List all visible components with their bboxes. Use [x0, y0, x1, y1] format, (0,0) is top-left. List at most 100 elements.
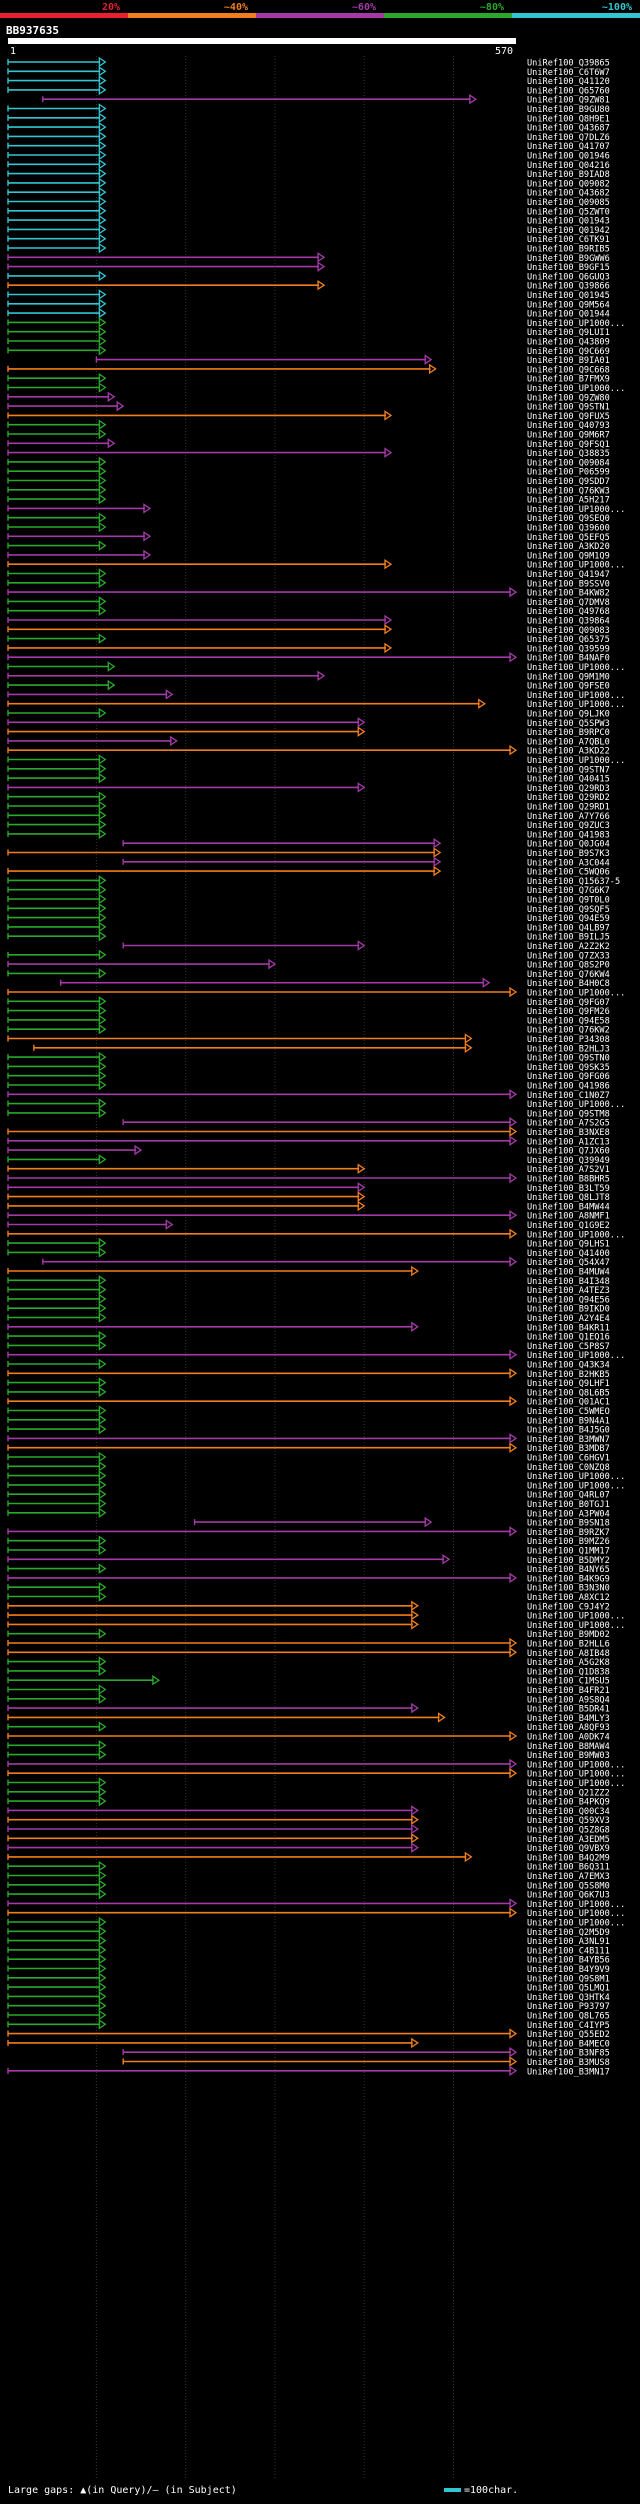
hit-label[interactable]: UniRef100_Q5LMQ1	[527, 1984, 610, 1994]
hit-row[interactable]: UniRef100_B4MLY3	[7, 1712, 610, 1724]
hit-label[interactable]: UniRef100_Q9C669	[527, 347, 610, 357]
hit-label[interactable]: UniRef100_Q39600	[527, 524, 610, 534]
hit-label[interactable]: UniRef100_B9S7K3	[527, 849, 610, 859]
hit-label[interactable]: UniRef100_A2Y4E4	[527, 1314, 610, 1324]
hit-label[interactable]: UniRef100_UP1000...	[527, 1100, 625, 1110]
hit-row[interactable]: UniRef100_UP1000...	[7, 698, 625, 711]
hit-row[interactable]: UniRef100_Q9C668	[7, 363, 610, 376]
hit-label[interactable]: UniRef100_Q8H9E1	[527, 114, 610, 124]
hit-row[interactable]: UniRef100_B5DMY2	[7, 1554, 610, 1566]
hit-row[interactable]: UniRef100_Q9FSQ1	[7, 438, 610, 450]
hit-row[interactable]: UniRef100_B4MEC0	[7, 2037, 610, 2049]
hit-label[interactable]: UniRef100_C5P8S7	[527, 1342, 610, 1352]
hit-label[interactable]: UniRef100_A5G2K8	[527, 1658, 610, 1668]
hit-row[interactable]: UniRef100_Q9STN7	[7, 763, 610, 776]
hit-label[interactable]: UniRef100_Q40415	[527, 775, 610, 785]
hit-row[interactable]: UniRef100_B4FR21	[7, 1684, 610, 1697]
hit-row[interactable]: UniRef100_A2Z2K2	[122, 940, 610, 953]
hit-label[interactable]: UniRef100_UP1000...	[527, 1621, 625, 1631]
hit-row[interactable]: UniRef100_Q0JG04	[122, 837, 610, 850]
hit-label[interactable]: UniRef100_Q5Z8G8	[527, 1826, 610, 1836]
hit-label[interactable]: UniRef100_Q4LB97	[527, 923, 610, 933]
hit-label[interactable]: UniRef100_B3MUS8	[527, 2058, 610, 2068]
hit-row[interactable]: UniRef100_Q7ZX33	[7, 949, 610, 962]
hit-label[interactable]: UniRef100_C6T6W7	[527, 68, 610, 78]
hit-row[interactable]: UniRef100_Q4LB97	[7, 921, 610, 934]
hit-label[interactable]: UniRef100_Q8LJT8	[527, 1193, 610, 1203]
hit-row[interactable]: UniRef100_C5P8S7	[7, 1340, 610, 1352]
hit-row[interactable]: UniRef100_B3MN17	[7, 2065, 610, 2078]
hit-row[interactable]: UniRef100_Q94E59	[7, 912, 610, 925]
hit-row[interactable]: UniRef100_B9RPC0	[7, 726, 610, 739]
hit-row[interactable]: UniRef100_Q8L6B5	[7, 1386, 610, 1399]
hit-label[interactable]: UniRef100_Q5EFQ5	[527, 533, 610, 543]
hit-label[interactable]: UniRef100_A2Z2K2	[527, 942, 610, 952]
hit-row[interactable]: UniRef100_B6Q311	[7, 1860, 610, 1873]
hit-label[interactable]: UniRef100_Q4RL07	[527, 1491, 610, 1501]
hit-row[interactable]: UniRef100_Q8H9E1	[7, 112, 610, 125]
hit-label[interactable]: UniRef100_Q29RD2	[527, 793, 610, 803]
hit-label[interactable]: UniRef100_B4KW82	[527, 589, 610, 599]
hit-label[interactable]: UniRef100_Q49768	[527, 607, 610, 617]
hit-label[interactable]: UniRef100_Q39599	[527, 644, 610, 654]
hit-label[interactable]: UniRef100_A3EDM5	[527, 1835, 610, 1845]
hit-label[interactable]: UniRef100_Q9ZUC3	[527, 821, 610, 831]
hit-label[interactable]: UniRef100_B9RZK7	[527, 1528, 610, 1538]
hit-label[interactable]: UniRef100_Q9FUX5	[527, 412, 610, 422]
hit-row[interactable]: UniRef100_UP1000...	[7, 317, 625, 329]
hit-label[interactable]: UniRef100_UP1000...	[527, 384, 625, 394]
hit-label[interactable]: UniRef100_B9SSV0	[527, 579, 610, 589]
hit-row[interactable]: UniRef100_Q15637-5	[7, 875, 620, 887]
hit-row[interactable]: UniRef100_Q76KW2	[7, 1023, 610, 1036]
hit-row[interactable]: UniRef100_B3LT59	[7, 1182, 610, 1194]
hit-row[interactable]: UniRef100_Q41707	[7, 140, 610, 153]
hit-label[interactable]: UniRef100_Q9SDD7	[527, 477, 610, 487]
hit-label[interactable]: UniRef100_C6HGV1	[527, 1454, 610, 1464]
hit-row[interactable]: UniRef100_C0NZQ8	[7, 1461, 610, 1473]
hit-row[interactable]: UniRef100_A5G2K8	[7, 1656, 610, 1669]
hit-label[interactable]: UniRef100_A4TEZ3	[527, 1286, 610, 1296]
hit-label[interactable]: UniRef100_B4Q2M9	[527, 1853, 610, 1863]
hit-row[interactable]: UniRef100_UP1000...	[7, 1228, 625, 1241]
hit-row[interactable]: UniRef100_UP1000...	[7, 558, 625, 571]
hit-label[interactable]: UniRef100_Q9FM26	[527, 1007, 610, 1017]
hit-row[interactable]: UniRef100_Q8S2P0	[7, 958, 610, 971]
hit-label[interactable]: UniRef100_A7QBL0	[527, 737, 610, 747]
hit-label[interactable]: UniRef100_Q9STN7	[527, 765, 610, 775]
hit-row[interactable]: UniRef100_Q39865	[7, 56, 610, 69]
hit-row[interactable]: UniRef100_Q6GUQ3	[7, 270, 610, 283]
hit-label[interactable]: UniRef100_Q9STM8	[527, 1109, 610, 1119]
hit-row[interactable]: UniRef100_Q7JX60	[7, 1144, 610, 1157]
hit-label[interactable]: UniRef100_Q09082	[527, 179, 610, 189]
hit-label[interactable]: UniRef100_B2HLJ3	[527, 1044, 610, 1054]
hit-row[interactable]: UniRef100_A7S2G5	[122, 1116, 610, 1129]
hit-label[interactable]: UniRef100_Q9FSQ1	[527, 440, 610, 450]
hit-row[interactable]: UniRef100_B7FMX9	[7, 372, 610, 385]
hit-label[interactable]: UniRef100_UP1000...	[527, 1612, 625, 1622]
hit-label[interactable]: UniRef100_B4MLY3	[527, 1714, 610, 1724]
hit-label[interactable]: UniRef100_B4H0C8	[527, 979, 610, 989]
hit-row[interactable]: UniRef100_Q29RD3	[7, 782, 610, 794]
hit-row[interactable]: UniRef100_Q8L765	[7, 2009, 610, 2022]
hit-row[interactable]: UniRef100_B4K9G9	[7, 1572, 610, 1585]
hit-row[interactable]: UniRef100_B3NF85	[122, 2046, 610, 2059]
hit-label[interactable]: UniRef100_Q39949	[527, 1156, 610, 1166]
hit-row[interactable]: UniRef100_Q09083	[7, 624, 610, 636]
hit-row[interactable]: UniRef100_Q6K7U3	[7, 1888, 610, 1901]
hit-row[interactable]: UniRef100_B3NXE8	[7, 1126, 610, 1139]
hit-label[interactable]: UniRef100_C5WQ06	[527, 868, 610, 878]
hit-label[interactable]: UniRef100_Q9SQF5	[527, 905, 610, 915]
hit-row[interactable]: UniRef100_Q41947	[7, 568, 610, 581]
hit-row[interactable]: UniRef100_B9RZK7	[7, 1526, 610, 1538]
hit-row[interactable]: UniRef100_UP1000...	[7, 1777, 625, 1790]
hit-label[interactable]: UniRef100_A3KD20	[527, 542, 610, 552]
hit-row[interactable]: UniRef100_UP1000...	[7, 754, 625, 767]
hit-row[interactable]: UniRef100_Q1MM17	[7, 1544, 610, 1557]
hit-row[interactable]: UniRef100_Q94E58	[7, 1014, 610, 1027]
hit-row[interactable]: UniRef100_B4KW82	[7, 586, 610, 599]
hit-label[interactable]: UniRef100_Q01943	[527, 217, 610, 227]
hit-label[interactable]: UniRef100_Q0JG04	[527, 840, 610, 850]
hit-row[interactable]: UniRef100_C4B111	[7, 1944, 610, 1957]
hit-row[interactable]: UniRef100_UP1000...	[7, 1349, 625, 1362]
hit-label[interactable]: UniRef100_C1MSU5	[527, 1677, 610, 1687]
